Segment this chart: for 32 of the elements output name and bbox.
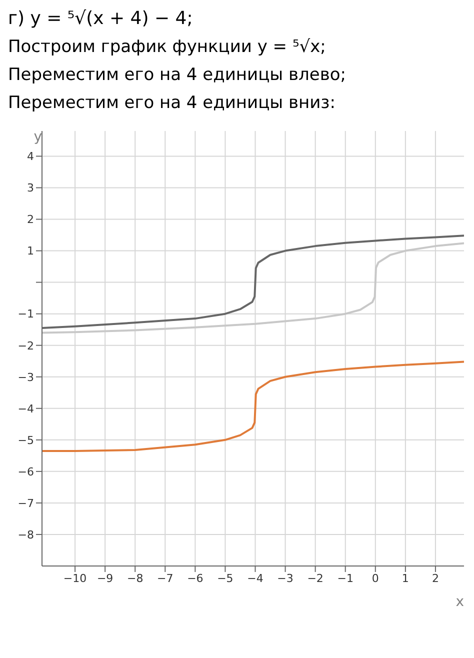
x-tick-label: −7 bbox=[157, 572, 174, 585]
y-tick-label: −8 bbox=[18, 528, 34, 542]
x-tick-label: −9 bbox=[96, 572, 114, 585]
x-tick-label: −5 bbox=[217, 572, 234, 585]
y-tick-label: −1 bbox=[18, 308, 34, 321]
y-axis-title: y bbox=[34, 128, 42, 145]
y-tick-label: 1 bbox=[27, 244, 34, 258]
text: Построим график функции y = ⁵√x; bbox=[8, 37, 327, 57]
text: Переместим его на 4 единицы влево; bbox=[8, 65, 347, 85]
x-axis-title: x bbox=[456, 594, 464, 610]
y-tick-label: −3 bbox=[18, 370, 34, 384]
x-tick-label: −6 bbox=[187, 572, 204, 585]
y-tick-label: 3 bbox=[27, 182, 34, 195]
y-tick-label: −7 bbox=[18, 496, 34, 510]
y-tick-label: 4 bbox=[27, 150, 34, 164]
x-tick-label: −2 bbox=[307, 572, 324, 585]
chart-title: г) y = ⁵√(x + 4) − 4; bbox=[8, 8, 194, 29]
x-tick-label: −4 bbox=[247, 572, 264, 585]
x-tick-label: 2 bbox=[432, 572, 439, 585]
y-tick-label: −4 bbox=[18, 402, 34, 416]
x-tick-label: −10 bbox=[63, 572, 87, 585]
line-series bbox=[42, 360, 464, 452]
x-tick-label: −8 bbox=[127, 572, 144, 585]
x-tick-label: −3 bbox=[277, 572, 294, 585]
y-tick-label: −2 bbox=[18, 339, 34, 352]
text: Переместим его на 4 единицы вниз: bbox=[8, 93, 336, 113]
x-tick-label: −1 bbox=[337, 572, 354, 585]
x-tick-label: 1 bbox=[402, 572, 409, 585]
y-tick-label: −5 bbox=[18, 434, 34, 447]
y-tick-label: 2 bbox=[27, 213, 34, 226]
y-tick-label: −6 bbox=[18, 465, 34, 478]
x-tick-label: 0 bbox=[372, 572, 379, 585]
